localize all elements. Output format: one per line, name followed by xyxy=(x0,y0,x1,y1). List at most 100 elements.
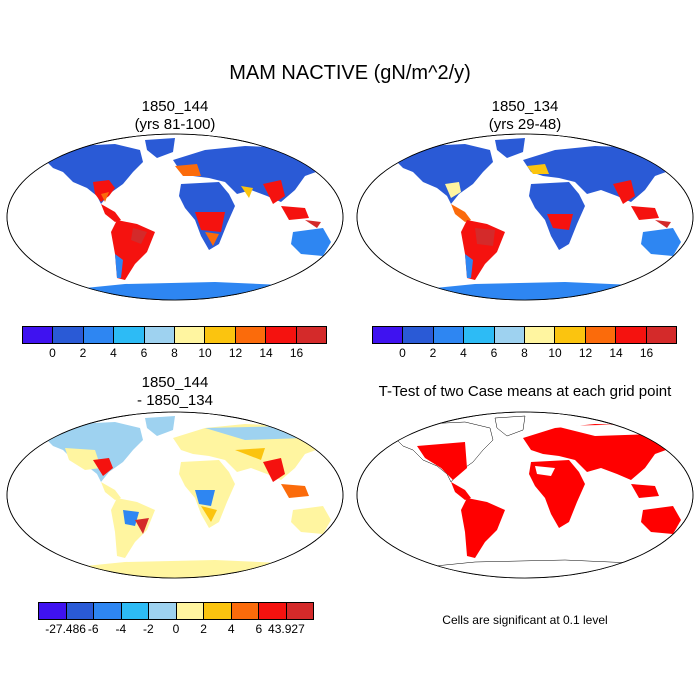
colorbar-tick-label: 10 xyxy=(548,346,562,360)
colorbar-tick-label: 6 xyxy=(255,622,263,636)
north-america-warm xyxy=(93,180,115,202)
colorbar-tick-label: 8 xyxy=(171,346,178,360)
colorbar-tick-label: -2 xyxy=(143,622,154,636)
panel-1-title-line1: 1850_144 xyxy=(141,98,209,115)
colorbar-tick-label: 0 xyxy=(172,622,180,636)
greenland xyxy=(494,415,526,437)
panel-3-colorbar xyxy=(38,602,314,620)
panel-1-colorbar-ticks: 0 2 4 6 8 10 12 14 16 xyxy=(22,346,327,362)
colorbar-tick-label: -27.486 xyxy=(45,622,86,636)
colorbar-swatch xyxy=(121,603,149,619)
colorbar-tick-label: -4 xyxy=(115,622,127,636)
colorbar-swatch xyxy=(266,327,297,343)
panel-3-title-line2: - 1850_134 xyxy=(137,392,213,409)
south-america xyxy=(461,498,505,558)
africa xyxy=(529,460,585,528)
greenland xyxy=(495,138,525,158)
colorbar-swatch xyxy=(259,603,287,619)
colorbar-swatch xyxy=(53,327,84,343)
colorbar-swatch xyxy=(235,327,267,343)
colorbar-swatch xyxy=(175,327,206,343)
panel-3-colorbar-ticks: -27.486 -6 -4 -2 0 2 4 6 43.927 xyxy=(38,622,314,638)
greenland xyxy=(145,138,175,158)
colorbar-swatch xyxy=(373,327,404,343)
colorbar-tick-label: 0 xyxy=(399,346,406,360)
eurasia xyxy=(173,146,327,202)
significance-note: Cells are significant at 0.1 level xyxy=(442,613,608,627)
colorbar-swatch xyxy=(176,603,204,619)
panel-4-map xyxy=(356,411,694,579)
panel-3-title: 1850_144 - 1850_134 xyxy=(5,374,345,410)
colorbar-tick-label: 14 xyxy=(609,346,623,360)
colorbar-swatch xyxy=(114,327,145,343)
colorbar-swatch xyxy=(494,327,526,343)
north-america xyxy=(45,144,143,204)
eurasia xyxy=(523,424,677,480)
australia xyxy=(641,228,681,256)
colorbar-swatch xyxy=(204,603,232,619)
panel-4-title: T-Test of two Case means at each grid po… xyxy=(378,383,672,400)
colorbar-tick-label: 2 xyxy=(200,622,207,636)
colorbar-swatch xyxy=(464,327,495,343)
central-america xyxy=(101,482,121,500)
colorbar-swatch xyxy=(231,603,259,619)
panel-3-map xyxy=(6,411,344,579)
central-america xyxy=(451,482,471,500)
colorbar-tick-label: 14 xyxy=(259,346,273,360)
colorbar-tick-label: 6 xyxy=(140,346,148,360)
panel-1-title-line2: (yrs 81-100) xyxy=(134,116,216,133)
colorbar-tick-label: 16 xyxy=(639,346,654,360)
colorbar-swatch xyxy=(616,327,647,343)
colorbar-tick-label: 16 xyxy=(289,346,304,360)
colorbar-swatch xyxy=(646,327,677,343)
colorbar-tick-label: 12 xyxy=(228,346,243,360)
colorbar-swatch xyxy=(286,603,313,619)
panel-2-title-line2: (yrs 29-48) xyxy=(488,116,562,133)
panel-2-title-line1: 1850_134 xyxy=(491,98,559,115)
colorbar-tick-label: 43.927 xyxy=(268,622,305,636)
colorbar-swatch xyxy=(149,603,177,619)
australia xyxy=(291,506,331,534)
colorbar-swatch xyxy=(403,327,434,343)
colorbar-swatch xyxy=(83,327,115,343)
australia xyxy=(291,228,331,256)
colorbar-tick-label: 10 xyxy=(198,346,212,360)
colorbar-swatch xyxy=(205,327,236,343)
australia xyxy=(641,506,681,534)
colorbar-tick-label: 8 xyxy=(521,346,528,360)
colorbar-swatch xyxy=(66,603,94,619)
colorbar-tick-label: -6 xyxy=(87,622,99,636)
colorbar-swatch xyxy=(296,327,327,343)
panel-3-title-line1: 1850_144 xyxy=(141,374,209,391)
panel-2-map xyxy=(356,133,694,301)
south-america xyxy=(111,498,155,558)
colorbar-tick-label: 4 xyxy=(460,346,467,360)
colorbar-swatch xyxy=(144,327,176,343)
colorbar-tick-label: 4 xyxy=(110,346,117,360)
panel-1-map xyxy=(6,133,344,301)
colorbar-swatch xyxy=(433,327,465,343)
panel-2-colorbar-ticks: 0 2 4 6 8 10 12 14 16 xyxy=(372,346,677,362)
north-america xyxy=(395,144,493,204)
colorbar-tick-label: 2 xyxy=(429,346,437,360)
eurasia xyxy=(523,146,677,202)
colorbar-swatch xyxy=(39,603,67,619)
colorbar-tick-label: 2 xyxy=(79,346,87,360)
panel-1-title: 1850_144 (yrs 81-100) xyxy=(5,98,345,134)
central-america xyxy=(451,204,471,222)
colorbar-swatch xyxy=(525,327,556,343)
figure-title: MAM NACTIVE (gN/m^2/y) xyxy=(229,62,471,84)
panel-1-colorbar xyxy=(22,326,327,344)
colorbar-tick-label: 12 xyxy=(578,346,593,360)
greenland xyxy=(145,416,175,436)
colorbar-tick-label: 0 xyxy=(49,346,56,360)
central-america xyxy=(101,204,121,222)
colorbar-swatch xyxy=(555,327,586,343)
colorbar-swatch xyxy=(94,603,122,619)
panel-2-colorbar xyxy=(372,326,677,344)
panel-2-title: 1850_134 (yrs 29-48) xyxy=(355,98,695,134)
colorbar-tick-label: 4 xyxy=(227,622,235,636)
colorbar-swatch xyxy=(23,327,54,343)
colorbar-tick-label: 6 xyxy=(490,346,498,360)
colorbar-swatch xyxy=(585,327,617,343)
